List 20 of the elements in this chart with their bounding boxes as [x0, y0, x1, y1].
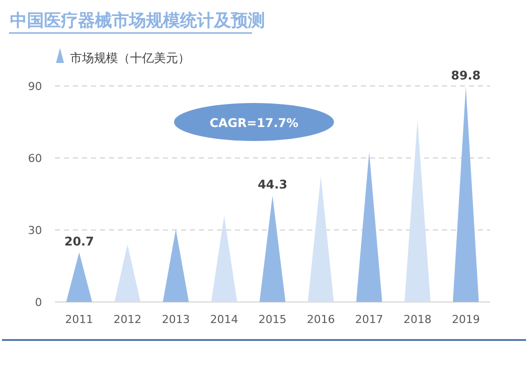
- x-tick-label: 2019: [452, 313, 480, 326]
- y-tick-label: 90: [28, 80, 42, 93]
- y-tick-label: 60: [28, 152, 42, 165]
- data-label: 89.8: [451, 68, 481, 82]
- annotation: CAGR=17.7%: [210, 116, 298, 130]
- chart-title: 中国医疗器械市场规模统计及预测: [10, 11, 265, 31]
- y-tick-label: 30: [28, 224, 42, 237]
- data-label: 44.3: [258, 178, 288, 192]
- legend-label: 市场规模（十亿美元）: [70, 51, 190, 65]
- data-label: 20.7: [64, 234, 94, 248]
- annotation: CAGR=17.7%: [174, 103, 334, 141]
- x-tick-label: 2018: [404, 313, 432, 326]
- x-tick-label: 2012: [114, 313, 142, 326]
- x-tick-label: 2015: [258, 313, 286, 326]
- x-tick-label: 2013: [162, 313, 190, 326]
- y-tick-label: 0: [35, 296, 42, 309]
- x-tick-label: 2017: [355, 313, 384, 326]
- x-tick-label: 2011: [65, 313, 94, 326]
- x-tick-label: 2016: [306, 313, 335, 326]
- x-tick-label: 2014: [210, 313, 238, 326]
